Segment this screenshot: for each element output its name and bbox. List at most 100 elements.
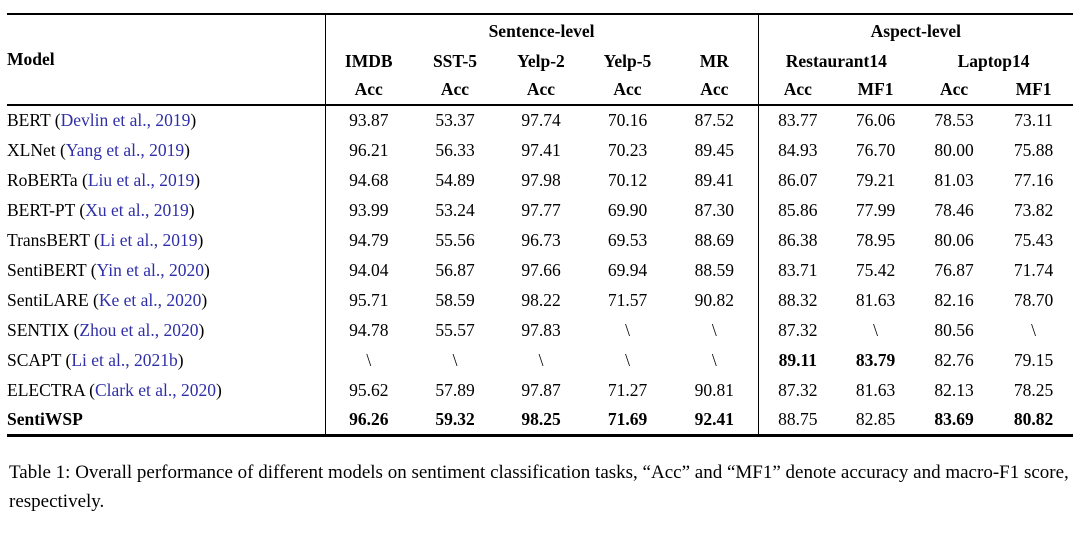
metric-value: 53.37 <box>435 110 475 130</box>
table-row: SCAPT (Li et al., 2021b) \ \ \ \ \ 89.11 83.79 8… <box>7 345 1073 375</box>
metric-header: Acc <box>757 75 838 106</box>
metric-value: 58.59 <box>435 289 475 310</box>
metric-value: 75.43 <box>1013 229 1054 250</box>
metric-value: 98.25 <box>498 405 584 437</box>
citation-link[interactable]: Xu et al., 2019 <box>85 199 189 220</box>
model-column-header: Model <box>7 13 325 106</box>
metric-value: 97.66 <box>521 259 561 280</box>
citation-link[interactable]: Li et al., 2021b <box>71 349 178 370</box>
metric-value: 70.23 <box>607 139 648 160</box>
model-name: SentiBERT <box>7 259 87 280</box>
metric-value: 71.74 <box>1013 259 1054 280</box>
metric-value: \ <box>625 319 630 340</box>
metric-value: 82.16 <box>934 289 974 310</box>
metric-header: Acc <box>584 75 671 106</box>
citation-link[interactable]: Ke et al., 2020 <box>98 289 202 310</box>
metric-header: MF1 <box>837 75 915 106</box>
table-row: BERT (Devlin et al., 2019) 93.87 53.37 97.7… <box>7 105 1073 135</box>
metric-value: 77.16 <box>1013 169 1054 190</box>
citation-link[interactable]: Yang et al., 2019 <box>65 139 185 160</box>
metric-value: 86.38 <box>757 225 838 255</box>
model-name: SentiWSP <box>7 408 83 429</box>
metric-value: 76.70 <box>855 139 896 160</box>
metric-value: 95.62 <box>324 375 412 405</box>
table-row: SentiBERT (Yin et al., 2020) 94.04 56.87 97… <box>7 255 1073 285</box>
metric-value: 56.33 <box>435 139 475 160</box>
metric-value: 73.11 <box>1014 110 1053 130</box>
citation-link[interactable]: Yin et al., 2020 <box>96 259 204 280</box>
model-cell: SENTIX (Zhou et al., 2020) <box>7 319 205 340</box>
metric-value: 94.68 <box>324 165 412 195</box>
metric-value: 90.81 <box>694 379 734 400</box>
metric-value: 78.53 <box>934 110 974 130</box>
metric-value: 97.83 <box>521 319 561 340</box>
table-row: TransBERT (Li et al., 2019) 94.79 55.56 96.… <box>7 225 1073 255</box>
dataset-header-sst5: SST-5 <box>432 50 478 71</box>
citation-link[interactable]: Liu et al., 2019 <box>87 169 195 190</box>
metric-value: 85.86 <box>757 195 838 225</box>
citation-link[interactable]: Devlin et al., 2019 <box>60 110 191 130</box>
metric-value: 80.06 <box>934 229 974 250</box>
metric-value: 93.87 <box>324 105 412 135</box>
model-name: BERT-PT <box>7 199 76 220</box>
model-cell: RoBERTa (Liu et al., 2019) <box>7 169 201 190</box>
metric-value: 88.69 <box>694 229 734 250</box>
metric-value: 95.71 <box>324 285 412 315</box>
metric-value: 87.52 <box>694 110 734 130</box>
metric-value: \ <box>324 345 412 375</box>
metric-value: 78.46 <box>934 199 974 220</box>
model-name: SentiLARE <box>7 289 89 310</box>
metric-value: 88.32 <box>757 285 838 315</box>
model-cell: BERT-PT (Xu et al., 2019) <box>7 199 195 220</box>
metric-value: 90.82 <box>694 289 734 310</box>
metric-value: 53.24 <box>435 199 475 220</box>
metric-value: 59.32 <box>412 405 498 437</box>
metric-value: 76.87 <box>934 259 974 280</box>
metric-value: 55.56 <box>435 229 475 250</box>
model-cell: ELECTRA (Clark et al., 2020) <box>7 379 222 400</box>
metric-value: 82.13 <box>934 379 974 400</box>
metric-value: 79.15 <box>1013 349 1054 370</box>
metric-value: 97.77 <box>521 199 561 220</box>
table-row: SENTIX (Zhou et al., 2020) 94.78 55.57 97.8… <box>7 315 1073 345</box>
metric-value: 69.53 <box>607 229 648 250</box>
model-name: RoBERTa <box>7 169 78 190</box>
metric-value: 96.26 <box>324 405 412 437</box>
metric-value: 82.85 <box>837 405 915 437</box>
metric-value: 87.32 <box>757 375 838 405</box>
metric-value: 56.87 <box>435 259 475 280</box>
table-header: Model Sentence-level Aspect-level IMDB S… <box>7 13 1074 106</box>
metric-value: 81.63 <box>855 289 896 310</box>
metric-value: 83.71 <box>757 255 838 285</box>
metric-value: 76.06 <box>855 110 896 130</box>
metric-value: \ <box>625 349 630 370</box>
metric-header: Acc <box>324 75 412 106</box>
metric-value: 75.88 <box>1013 139 1054 160</box>
metric-value: 96.73 <box>521 229 561 250</box>
model-name: ELECTRA <box>7 379 85 400</box>
metric-value: 86.07 <box>757 165 838 195</box>
metric-value: 82.76 <box>934 349 974 370</box>
metric-value: 81.63 <box>855 379 896 400</box>
dataset-header-mr: MR <box>699 50 729 71</box>
citation-link[interactable]: Clark et al., 2020 <box>94 379 216 400</box>
dataset-header-yelp2: Yelp-2 <box>517 50 565 71</box>
table-row: SentiLARE (Ke et al., 2020) 95.71 58.59 98.… <box>7 285 1073 315</box>
metric-value: 70.12 <box>607 169 648 190</box>
model-name: SENTIX <box>7 319 70 340</box>
metric-value: 97.98 <box>521 169 561 190</box>
metric-value: 54.89 <box>435 169 475 190</box>
metric-value: 55.57 <box>435 319 475 340</box>
metric-value: 77.99 <box>855 199 896 220</box>
metric-value: \ <box>538 349 544 370</box>
metric-value: 81.03 <box>934 169 974 190</box>
citation-link[interactable]: Li et al., 2019 <box>99 229 198 250</box>
citation-link[interactable]: Zhou et al., 2020 <box>79 319 199 340</box>
metric-value: 88.59 <box>694 259 734 280</box>
metric-value: 71.27 <box>607 379 648 400</box>
metric-value: 57.89 <box>435 379 475 400</box>
metric-value: 94.04 <box>324 255 412 285</box>
model-cell: SentiLARE (Ke et al., 2020) <box>7 289 208 310</box>
metric-value: 98.22 <box>521 289 561 310</box>
